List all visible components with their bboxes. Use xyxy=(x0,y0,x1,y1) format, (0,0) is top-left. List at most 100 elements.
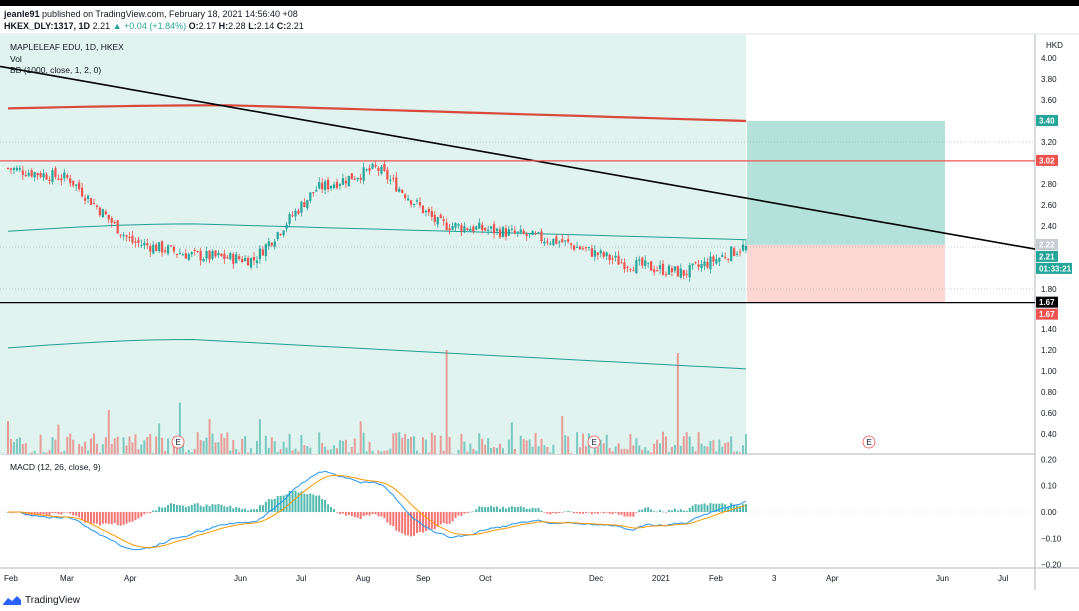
time-tick-label: Aug xyxy=(356,574,370,583)
candle-body xyxy=(178,253,182,255)
candle-body xyxy=(617,255,620,265)
macd-histogram-bar xyxy=(596,512,599,514)
candle-body xyxy=(300,201,303,213)
candle-body xyxy=(537,232,540,234)
volume-tick-label: 1.00 xyxy=(1041,367,1057,376)
volume-bars xyxy=(7,350,747,454)
candle-body xyxy=(407,198,410,201)
macd-legend[interactable]: MACD (12, 26, close, 9) xyxy=(10,462,101,472)
candle-body xyxy=(629,268,632,270)
volume-bar xyxy=(691,446,694,454)
volume-bar xyxy=(537,446,540,454)
macd-histogram-bar xyxy=(552,512,555,514)
macd-histogram-bar xyxy=(688,507,691,512)
time-tick-label: Jun xyxy=(234,574,247,583)
candle-body xyxy=(258,248,262,260)
macd-histogram-bar xyxy=(24,512,27,516)
volume-bar xyxy=(395,432,398,454)
macd-histogram-bar xyxy=(167,504,170,512)
volume-bar xyxy=(164,451,167,454)
volume-bar xyxy=(321,443,324,454)
macd-histogram-bar xyxy=(602,512,605,514)
volume-bar xyxy=(273,441,276,454)
volume-bar xyxy=(472,448,475,454)
tradingview-footer[interactable]: TradingView xyxy=(2,595,80,606)
candle-body xyxy=(540,231,543,241)
volume-bar xyxy=(353,438,356,454)
volume-bar xyxy=(250,448,253,454)
volume-bar xyxy=(9,438,12,454)
price-tick-label: 1.80 xyxy=(1041,285,1057,294)
macd-histogram-bar xyxy=(288,491,291,512)
position-zones xyxy=(747,121,945,303)
macd-histogram-bar xyxy=(709,503,712,512)
high-label: H: xyxy=(218,21,229,31)
currency-label: HKD xyxy=(1046,41,1063,50)
candle-body xyxy=(158,242,161,252)
candle-body xyxy=(21,170,24,175)
macd-histogram-bar xyxy=(57,512,60,515)
macd-histogram-bar xyxy=(507,507,510,512)
macd-histogram-bar xyxy=(481,506,484,512)
vol-legend[interactable]: Vol xyxy=(10,54,22,64)
candle-body xyxy=(315,189,318,192)
volume-bar xyxy=(78,443,81,454)
macd-histogram-bar xyxy=(664,512,667,513)
volume-bar xyxy=(27,453,30,454)
volume-bar xyxy=(421,437,424,454)
volume-bar xyxy=(623,448,626,454)
candle-body xyxy=(113,221,116,223)
macd-histogram-bar xyxy=(650,509,653,512)
candle-body xyxy=(404,194,407,199)
macd-histogram-bar xyxy=(525,508,528,512)
candle-body xyxy=(33,172,36,178)
macd-histogram-bar xyxy=(670,510,673,512)
candle-body xyxy=(335,181,339,189)
candle-body xyxy=(291,215,294,217)
price-tick-label: 4.00 xyxy=(1041,54,1057,63)
candle-body xyxy=(575,246,579,248)
macd-histogram-bar xyxy=(255,509,258,512)
candle-body xyxy=(187,254,190,260)
volume-bar xyxy=(362,432,365,454)
macd-histogram-bar xyxy=(181,505,184,512)
candle-body xyxy=(353,179,356,181)
candle-body xyxy=(495,228,499,232)
candle-body xyxy=(611,258,614,260)
volume-bar xyxy=(161,437,164,454)
volume-bar xyxy=(546,446,549,454)
volume-bar xyxy=(694,451,697,454)
macd-histogram-bar xyxy=(424,512,427,532)
macd-histogram-bar xyxy=(679,509,682,512)
price-tag xyxy=(1036,115,1058,126)
macd-histogram-bar xyxy=(398,512,401,532)
bb-legend[interactable]: BB (1000, close, 1, 2, 0) xyxy=(10,65,102,75)
earnings-label: E xyxy=(176,438,181,447)
candle-body xyxy=(655,270,659,272)
macd-histogram-bar xyxy=(457,512,460,516)
volume-bar xyxy=(617,443,620,454)
volume-bar xyxy=(51,437,54,454)
macd-histogram-bar xyxy=(463,512,466,514)
volume-bar xyxy=(69,433,72,454)
macd-histogram-bar xyxy=(84,512,87,523)
candle-body xyxy=(288,213,291,224)
macd-histogram-bar xyxy=(190,504,193,512)
candle-body xyxy=(715,259,718,264)
candle-body xyxy=(667,265,671,275)
tradingview-logo-icon xyxy=(3,596,21,605)
candle-body xyxy=(525,234,528,236)
candle-body xyxy=(487,229,490,231)
volume-tick-label: 1.40 xyxy=(1041,325,1057,334)
volume-bar xyxy=(469,443,472,454)
candle-body xyxy=(664,274,668,276)
volume-bar xyxy=(347,452,350,454)
macd-histogram-bar xyxy=(344,512,347,516)
macd-histogram-bar xyxy=(309,493,312,512)
macd-histogram-bar xyxy=(315,495,318,512)
macd-histogram-bar xyxy=(558,512,561,514)
candle-body xyxy=(45,174,48,180)
macd-histogram-bar xyxy=(564,511,567,513)
candle-body xyxy=(647,262,650,264)
